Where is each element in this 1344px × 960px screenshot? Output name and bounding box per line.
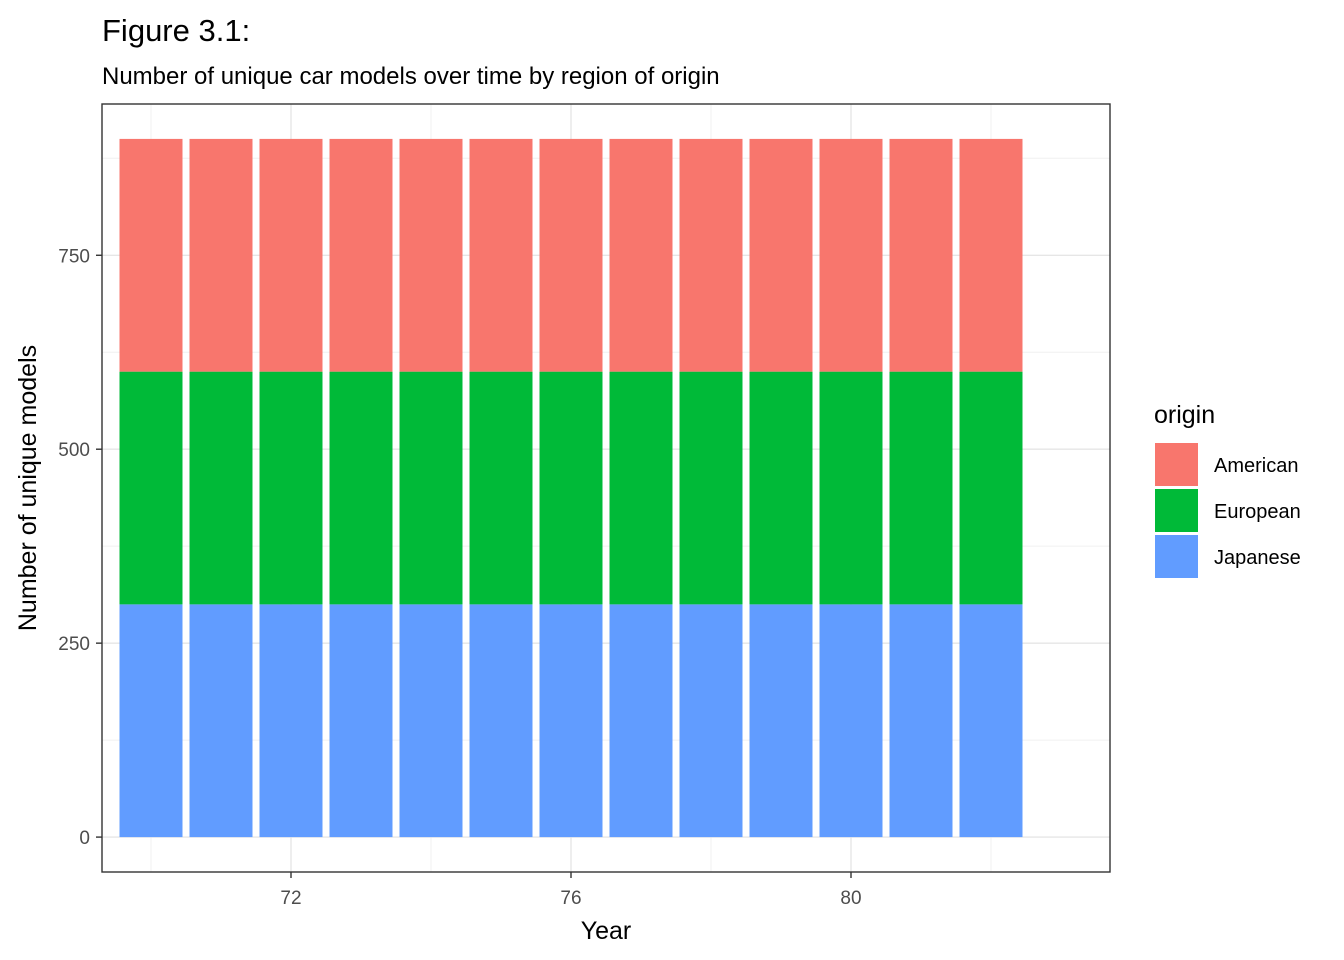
y-tick-label: 500 bbox=[58, 440, 90, 461]
legend-title: origin bbox=[1154, 401, 1215, 429]
bar-american-77 bbox=[609, 138, 673, 372]
bar-japanese-71 bbox=[189, 604, 253, 838]
bar-japanese-80 bbox=[819, 604, 883, 838]
y-tick-label: 0 bbox=[79, 828, 90, 849]
bar-american-76 bbox=[539, 138, 603, 372]
bar-japanese-74 bbox=[399, 604, 463, 838]
bar-american-71 bbox=[189, 138, 253, 372]
bar-american-82 bbox=[959, 138, 1023, 372]
bar-european-82 bbox=[959, 371, 1023, 605]
bar-japanese-79 bbox=[749, 604, 813, 838]
bar-japanese-72 bbox=[259, 604, 323, 838]
x-tick-label: 76 bbox=[560, 888, 581, 909]
bar-european-79 bbox=[749, 371, 813, 605]
bar-japanese-78 bbox=[679, 604, 743, 838]
bar-european-81 bbox=[889, 371, 953, 605]
legend-label-european: European bbox=[1214, 501, 1301, 523]
y-tick-label: 250 bbox=[58, 634, 90, 655]
legend-key-european bbox=[1155, 489, 1198, 532]
y-axis: 0 250 500 750 bbox=[58, 246, 102, 849]
x-tick-label: 80 bbox=[840, 888, 861, 909]
bar-american-81 bbox=[889, 138, 953, 372]
bar-american-72 bbox=[259, 138, 323, 372]
legend-label-japanese: Japanese bbox=[1214, 547, 1301, 569]
bar-european-71 bbox=[189, 371, 253, 605]
y-axis-title: Number of unique models bbox=[14, 345, 42, 631]
grid-lines bbox=[102, 104, 1110, 872]
bar-european-77 bbox=[609, 371, 673, 605]
bar-japanese-75 bbox=[469, 604, 533, 838]
bar-japanese-73 bbox=[329, 604, 393, 838]
bar-japanese-77 bbox=[609, 604, 673, 838]
x-axis-title: Year bbox=[581, 917, 632, 945]
legend-key-japanese bbox=[1155, 535, 1198, 578]
bar-european-70 bbox=[119, 371, 183, 605]
legend: origin American European Japanese bbox=[1154, 401, 1301, 578]
bar-american-70 bbox=[119, 138, 183, 372]
bar-american-73 bbox=[329, 138, 393, 372]
plot-panel-border bbox=[101, 103, 1111, 873]
bar-american-74 bbox=[399, 138, 463, 372]
bar-european-73 bbox=[329, 371, 393, 605]
bar-japanese-82 bbox=[959, 604, 1023, 838]
bar-european-72 bbox=[259, 371, 323, 605]
y-tick-label: 750 bbox=[58, 246, 90, 267]
bar-european-76 bbox=[539, 371, 603, 605]
bar-japanese-70 bbox=[119, 604, 183, 838]
bar-japanese-76 bbox=[539, 604, 603, 838]
bar-american-75 bbox=[469, 138, 533, 372]
bar-european-75 bbox=[469, 371, 533, 605]
bar-american-79 bbox=[749, 138, 813, 372]
bar-european-80 bbox=[819, 371, 883, 605]
legend-key-american bbox=[1155, 443, 1198, 486]
bar-european-74 bbox=[399, 371, 463, 605]
chart-title: Figure 3.1: bbox=[102, 13, 250, 48]
legend-label-american: American bbox=[1214, 455, 1298, 477]
x-tick-label: 72 bbox=[280, 888, 301, 909]
bar-american-80 bbox=[819, 138, 883, 372]
bar-japanese-81 bbox=[889, 604, 953, 838]
x-axis: 72 76 80 bbox=[280, 872, 862, 909]
chart-subtitle: Number of unique car models over time by… bbox=[102, 63, 720, 90]
bar-american-78 bbox=[679, 138, 743, 372]
bars bbox=[119, 138, 1023, 838]
bar-european-78 bbox=[679, 371, 743, 605]
